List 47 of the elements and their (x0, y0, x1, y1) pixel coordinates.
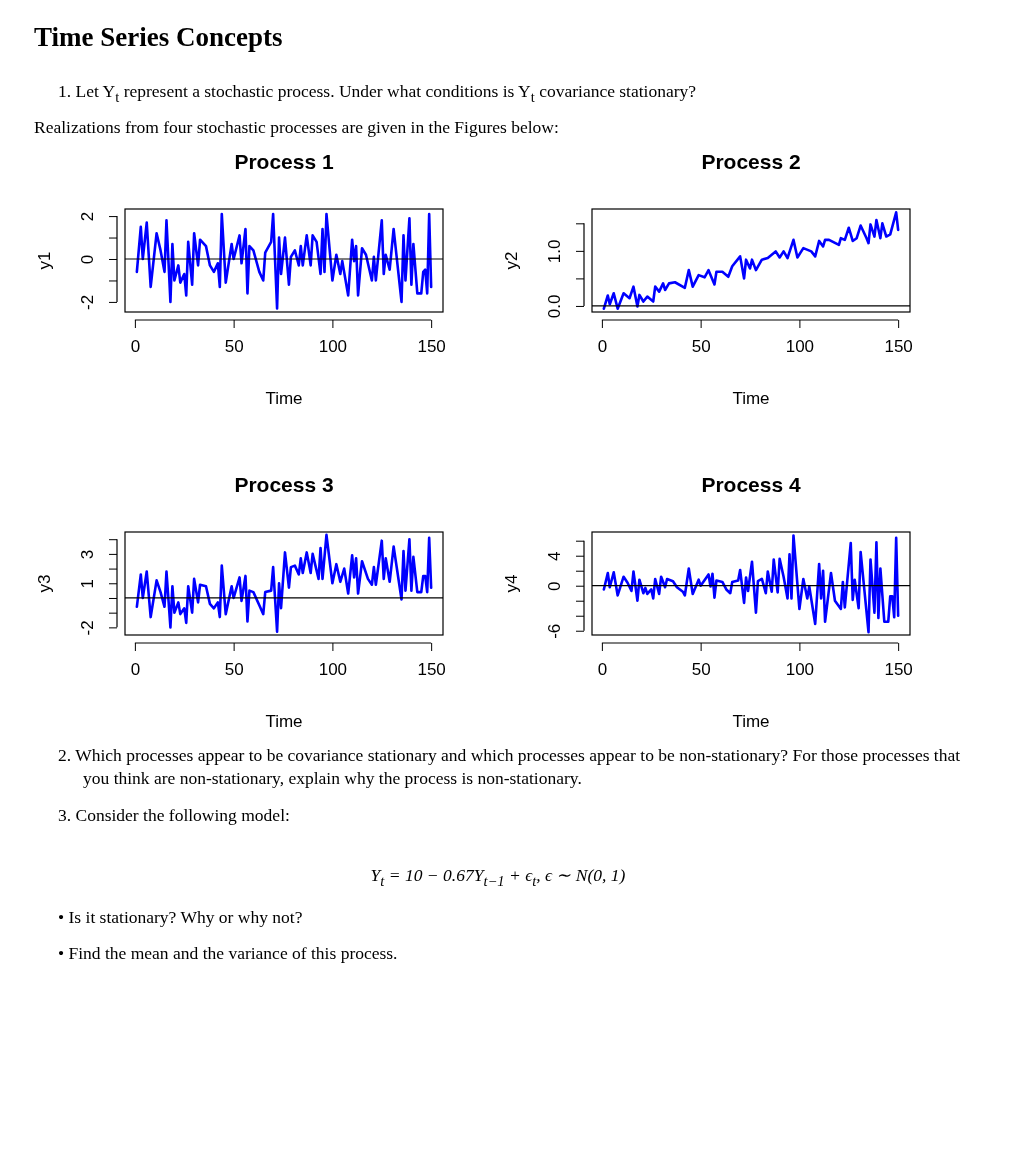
x-tick-label: 100 (785, 337, 815, 357)
text: • Is it stationary? Why or why not? (58, 905, 304, 929)
text: Time Series Concepts (34, 22, 283, 52)
x-tick-label: 150 (417, 337, 446, 357)
chart-title: Process 3 (234, 473, 334, 496)
y-tick-label: 3 (78, 549, 97, 560)
x-axis-title: Time (732, 389, 770, 408)
x-tick-label: 100 (318, 660, 348, 680)
y-tick-label: 0.0 (545, 294, 564, 319)
y-axis-title: y2 (502, 251, 521, 270)
text: 3. Consider the following model: (58, 804, 291, 827)
chart-title: Process 2 (701, 150, 801, 173)
x-tick-label: 50 (691, 337, 711, 357)
x-tick-label: 100 (318, 337, 348, 357)
text: Realizations from four stochastic processes are given in the Figures below: (34, 116, 559, 139)
x-tick-label: 0 (597, 337, 608, 357)
x-tick-label: 150 (884, 337, 913, 357)
text: 2. Which processes appear to be covariance stationary and which processes appear to be non-stationary? For those processes that you think are non-stationary, explain why the process is non-stationary. (58, 744, 962, 790)
y-axis-title: y1 (35, 251, 54, 270)
x-axis-title: Time (265, 389, 303, 408)
y-tick-label: -2 (78, 620, 97, 636)
y-tick-label: 1 (78, 579, 97, 589)
x-tick-label: 150 (884, 660, 913, 680)
chart-title: Process 1 (234, 150, 334, 173)
y-tick-label: 0 (545, 581, 564, 591)
x-tick-label: 0 (130, 337, 141, 357)
y-tick-label: 0 (78, 254, 97, 265)
x-tick-label: 50 (224, 337, 244, 357)
text: 1. Let Y$_{t}$ represent a stochastic process. Under what conditions is Y$_{t}$ covariance stationary? (58, 80, 697, 107)
x-tick-label: 100 (785, 660, 815, 680)
x-axis-title: Time (265, 712, 303, 731)
y-axis-title: y4 (502, 574, 521, 593)
y-tick-label: -2 (78, 294, 97, 310)
x-tick-label: 50 (691, 660, 711, 680)
x-tick-label: 50 (224, 660, 244, 680)
x-tick-label: 0 (597, 660, 608, 680)
x-tick-label: 0 (130, 660, 141, 680)
y-tick-label: 1.0 (545, 239, 564, 264)
y-tick-label: 2 (78, 211, 97, 222)
chart-title: Process 4 (701, 473, 801, 496)
text: • Find the mean and the variance of this process. (58, 941, 399, 965)
y-tick-label: -6 (545, 623, 564, 639)
x-axis-title: Time (732, 712, 770, 731)
y-tick-label: 4 (545, 551, 564, 561)
y-axis-title: y3 (35, 574, 54, 593)
text: Y$_{t}$ = 10 − 0.67Y$_{t−1}$ + ϵ$_{t}$, ϵ ∼ N(0, 1) (369, 864, 627, 891)
x-tick-label: 150 (417, 660, 446, 680)
